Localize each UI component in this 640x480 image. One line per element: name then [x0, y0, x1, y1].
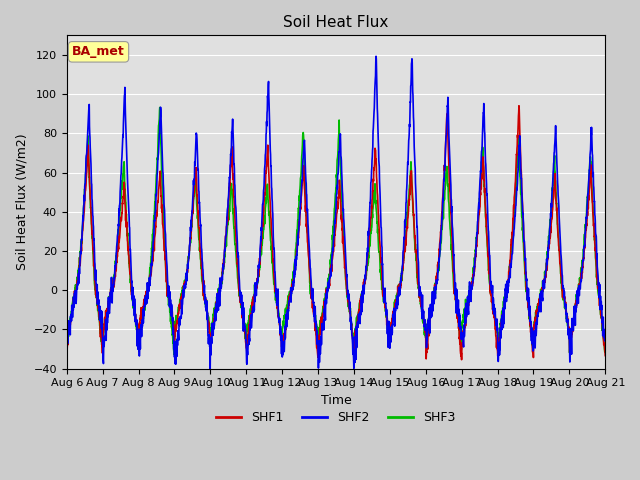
SHF2 — [352, 339, 360, 345]
SHF1 — [364, 261, 371, 267]
SHF1 — [569, 321, 577, 327]
SHF3 — [352, 323, 360, 329]
SHF2 — [569, 319, 577, 325]
SHF2 — [554, 192, 562, 198]
SHF3 — [493, 323, 500, 328]
Text: BA_met: BA_met — [72, 45, 125, 59]
SHF1 — [515, 103, 523, 108]
SHF2 — [493, 326, 500, 332]
SHF1 — [213, 297, 221, 303]
SHF2 — [372, 53, 380, 59]
SHF3 — [214, 296, 221, 302]
SHF1 — [493, 345, 500, 350]
SHF2 — [364, 252, 371, 258]
SHF3 — [364, 263, 371, 269]
SHF2 — [602, 333, 609, 338]
SHF1 — [351, 327, 359, 333]
Y-axis label: Soil Heat Flux (W/m2): Soil Heat Flux (W/m2) — [15, 133, 28, 270]
X-axis label: Time: Time — [321, 394, 351, 407]
SHF1 — [63, 350, 70, 356]
Line: SHF3: SHF3 — [67, 108, 605, 355]
SHF2 — [206, 366, 214, 372]
SHF3 — [569, 322, 577, 327]
Legend: SHF1, SHF2, SHF3: SHF1, SHF2, SHF3 — [211, 406, 461, 429]
Line: SHF1: SHF1 — [67, 106, 605, 360]
SHF1 — [458, 357, 465, 362]
SHF3 — [602, 345, 609, 351]
SHF3 — [63, 342, 70, 348]
SHF1 — [602, 353, 609, 359]
Title: Soil Heat Flux: Soil Heat Flux — [284, 15, 388, 30]
SHF2 — [63, 331, 70, 336]
SHF3 — [554, 232, 562, 238]
SHF1 — [554, 235, 562, 240]
SHF3 — [156, 105, 164, 110]
SHF2 — [213, 291, 221, 297]
Line: SHF2: SHF2 — [67, 56, 605, 369]
SHF3 — [170, 352, 178, 358]
